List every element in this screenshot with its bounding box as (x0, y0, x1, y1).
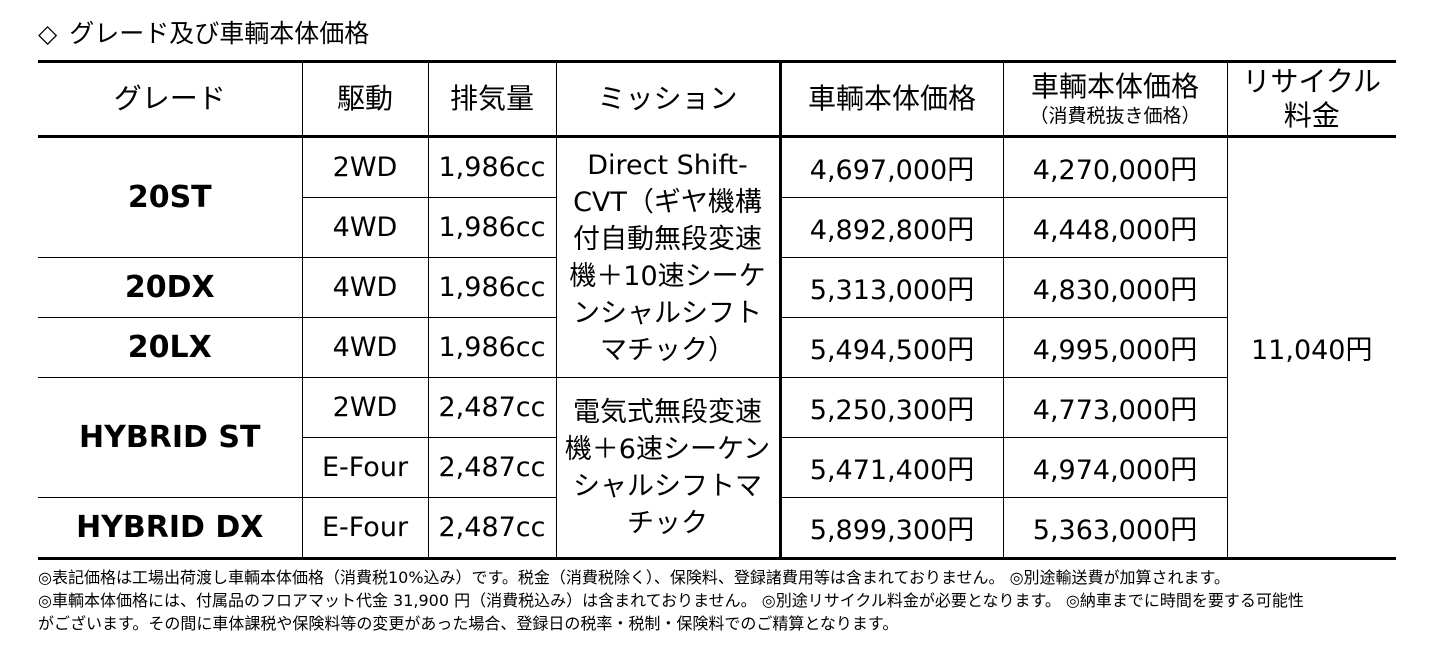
header-price-ex-tax-label: 車輌本体価格 (1030, 70, 1199, 103)
recycle-fee-cell: 11,040円 (1226, 136, 1396, 559)
price-ex-tax-cell: 4,773,000円 (1002, 377, 1227, 438)
price-cell: 5,250,300円 (779, 377, 1004, 438)
mission-cell: 電気式無段変速機＋6速シーケンシャルシフトマチック (555, 377, 782, 559)
price-ex-tax-cell: 4,448,000円 (1002, 197, 1227, 258)
footnote-line: ◎表記価格は工場出荷渡し車輌本体価格（消費税10%込み）です。税金（消費税除く）… (38, 568, 1230, 587)
price-cell: 4,697,000円 (779, 136, 1004, 198)
displacement-cell: 2,487cc (427, 437, 557, 498)
grade-cell: HYBRID ST (38, 377, 303, 498)
grade-cell: 20DX (38, 257, 303, 318)
section-title: グレード及び車輌本体価格 (69, 19, 370, 48)
grade-cell: 20LX (38, 317, 303, 378)
price-cell: 5,899,300円 (779, 497, 1004, 559)
header-recycle-line1: リサイクル (1242, 65, 1382, 98)
header-drive: 駆動 (301, 61, 429, 138)
header-grade: グレード (38, 61, 303, 138)
drive-cell: 4WD (301, 257, 429, 318)
price-ex-tax-cell: 4,830,000円 (1002, 257, 1227, 318)
diamond-icon: ◇ (38, 19, 58, 48)
table-row: E-Four 2,487cc 5,471,400円 4,974,000円 (38, 437, 1396, 498)
footnote-line: がございます。その間に車体課税や保険料等の変更があった場合、登録日の税率・税制・… (38, 614, 899, 633)
grade-cell: 20ST (38, 136, 303, 258)
price-cell: 5,494,500円 (779, 317, 1004, 378)
price-cell: 5,313,000円 (779, 257, 1004, 318)
drive-cell: E-Four (301, 497, 429, 559)
table-row: 4WD 1,986cc 4,892,800円 4,448,000円 (38, 197, 1396, 258)
section-heading: ◇ グレード及び車輌本体価格 (38, 14, 369, 54)
table-row: HYBRID DX E-Four 2,487cc 5,899,300円 5,36… (38, 497, 1396, 559)
header-row: グレード 駆動 排気量 ミッション 車輌本体価格 車輌本体価格 （消費税抜き価格… (38, 61, 1396, 138)
header-price-ex-tax-sub: （消費税抜き価格） (1029, 105, 1201, 127)
price-table: グレード 駆動 排気量 ミッション 車輌本体価格 車輌本体価格 （消費税抜き価格… (38, 60, 1396, 560)
header-recycle: リサイクル 料金 (1226, 61, 1396, 138)
drive-cell: E-Four (302, 437, 429, 498)
header-recycle-line2: 料金 (1283, 99, 1340, 132)
table-row: 20DX 4WD 1,986cc 5,313,000円 4,830,000円 (38, 257, 1396, 318)
displacement-cell: 1,986cc (427, 197, 557, 258)
price-ex-tax-cell: 4,270,000円 (1002, 136, 1228, 198)
header-displacement: 排気量 (427, 61, 557, 138)
mission-cell: Direct Shift-CVT（ギヤ機構付自動無段変速機＋10速シーケンシャル… (555, 136, 782, 378)
table-row: 20LX 4WD 1,986cc 5,494,500円 4,995,000円 (38, 317, 1396, 378)
displacement-cell: 1,986cc (427, 136, 557, 198)
displacement-cell: 1,986cc (427, 257, 557, 318)
displacement-cell: 2,487cc (427, 497, 557, 559)
drive-cell: 2WD (301, 136, 429, 198)
drive-cell: 4WD (302, 197, 429, 258)
drive-cell: 4WD (301, 317, 429, 378)
price-ex-tax-cell: 4,995,000円 (1002, 317, 1227, 378)
footnote-line: ◎車輌本体価格には、付属品のフロアマット代金 31,900 円（消費税込み）は含… (38, 591, 1304, 610)
displacement-cell: 2,487cc (427, 377, 557, 438)
drive-cell: 2WD (301, 377, 429, 438)
price-ex-tax-cell: 4,974,000円 (1002, 437, 1227, 498)
grade-cell: HYBRID DX (38, 497, 303, 559)
header-price: 車輌本体価格 (779, 61, 1004, 138)
price-ex-tax-cell: 5,363,000円 (1002, 497, 1227, 559)
table-row: 20ST 2WD 1,986cc Direct Shift-CVT（ギヤ機構付自… (38, 136, 1396, 559)
header-price-ex-tax: 車輌本体価格 （消費税抜き価格） (1002, 61, 1228, 138)
footnotes: ◎表記価格は工場出荷渡し車輌本体価格（消費税10%込み）です。税金（消費税除く）… (38, 566, 1408, 635)
price-cell: 5,471,400円 (779, 437, 1004, 498)
table-row: HYBRID ST 2WD 2,487cc 電気式無段変速機＋6速シーケンシャル… (38, 377, 1396, 559)
header-mission: ミッション (555, 61, 782, 138)
displacement-cell: 1,986cc (427, 317, 557, 378)
price-cell: 4,892,800円 (779, 197, 1004, 258)
